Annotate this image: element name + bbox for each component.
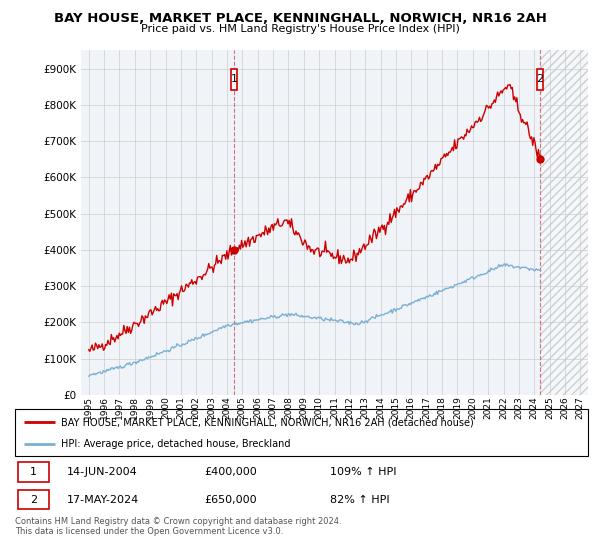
Text: £650,000: £650,000 xyxy=(204,494,257,505)
Text: Price paid vs. HM Land Registry's House Price Index (HPI): Price paid vs. HM Land Registry's House … xyxy=(140,24,460,34)
Text: Contains HM Land Registry data © Crown copyright and database right 2024.
This d: Contains HM Land Registry data © Crown c… xyxy=(15,517,341,536)
Text: BAY HOUSE, MARKET PLACE, KENNINGHALL, NORWICH, NR16 2AH: BAY HOUSE, MARKET PLACE, KENNINGHALL, NO… xyxy=(53,12,547,25)
Text: 1: 1 xyxy=(30,467,37,477)
Text: 2: 2 xyxy=(536,74,544,85)
Text: 109% ↑ HPI: 109% ↑ HPI xyxy=(330,467,397,477)
FancyBboxPatch shape xyxy=(537,68,543,90)
FancyBboxPatch shape xyxy=(18,490,49,509)
FancyBboxPatch shape xyxy=(18,463,49,482)
Text: 1: 1 xyxy=(230,74,238,85)
Text: HPI: Average price, detached house, Breckland: HPI: Average price, detached house, Brec… xyxy=(61,439,290,449)
Text: 17-MAY-2024: 17-MAY-2024 xyxy=(67,494,139,505)
Text: 2: 2 xyxy=(30,494,37,505)
FancyBboxPatch shape xyxy=(231,68,237,90)
Text: £400,000: £400,000 xyxy=(204,467,257,477)
Text: 82% ↑ HPI: 82% ↑ HPI xyxy=(330,494,390,505)
Text: BAY HOUSE, MARKET PLACE, KENNINGHALL, NORWICH, NR16 2AH (detached house): BAY HOUSE, MARKET PLACE, KENNINGHALL, NO… xyxy=(61,417,473,427)
Text: 14-JUN-2004: 14-JUN-2004 xyxy=(67,467,137,477)
